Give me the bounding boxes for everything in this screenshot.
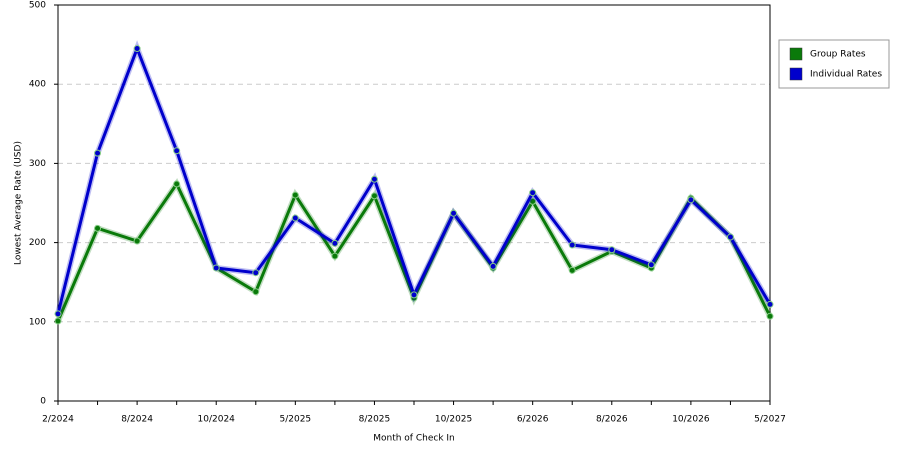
data-point: [173, 180, 181, 188]
data-point: [173, 147, 181, 155]
series-halo: [55, 40, 773, 315]
data-point: [54, 310, 62, 318]
data-point: [94, 224, 102, 232]
data-point: [687, 196, 695, 204]
legend-swatch: [789, 47, 803, 61]
data-point: [331, 252, 339, 260]
data-point: [331, 239, 339, 247]
y-tick-label: 300: [29, 159, 46, 169]
x-tick-label: 6/2026: [517, 415, 549, 425]
data-point: [766, 300, 774, 308]
x-tick-label: 5/2025: [279, 415, 311, 425]
data-point: [489, 262, 497, 270]
data-point: [568, 241, 576, 249]
data-point: [133, 45, 141, 53]
data-point: [410, 291, 418, 299]
legend-label: Individual Rates: [810, 70, 882, 80]
data-point: [529, 189, 537, 197]
series-line: [56, 44, 772, 315]
x-tick-label: 8/2025: [359, 415, 391, 425]
data-point: [291, 214, 299, 222]
y-axis-label: Lowest Average Rate (USD): [14, 141, 24, 265]
data-point: [291, 191, 299, 199]
x-tick-label: 8/2024: [121, 415, 153, 425]
y-tick-label: 100: [29, 317, 46, 327]
data-point: [252, 269, 260, 277]
data-point: [252, 288, 260, 296]
x-tick-label: 10/2024: [198, 415, 236, 425]
legend-swatch: [789, 67, 803, 81]
legend-box: [778, 39, 890, 89]
y-tick-label: 200: [29, 238, 46, 248]
data-point: [450, 209, 458, 217]
y-tick-label: 0: [40, 397, 46, 407]
x-tick-label: 2/2024: [42, 415, 74, 425]
x-axis-label: Month of Check In: [373, 434, 455, 444]
data-point: [370, 175, 378, 183]
data-point: [54, 317, 62, 325]
y-tick-label: 500: [29, 1, 46, 11]
data-point: [647, 261, 655, 269]
x-tick-label: 10/2026: [672, 415, 710, 425]
x-tick-label: 8/2026: [596, 415, 628, 425]
x-tick-label: 10/2025: [435, 415, 472, 425]
data-point: [726, 233, 734, 241]
y-tick-label: 400: [29, 80, 46, 90]
x-tick-label: 5/2027: [754, 415, 786, 425]
data-point: [568, 266, 576, 274]
data-point: [94, 149, 102, 157]
data-point: [133, 237, 141, 245]
legend-label: Group Rates: [810, 50, 866, 60]
data-point: [370, 192, 378, 200]
data-point: [608, 246, 616, 254]
data-point: [212, 264, 220, 272]
data-point: [766, 312, 774, 320]
